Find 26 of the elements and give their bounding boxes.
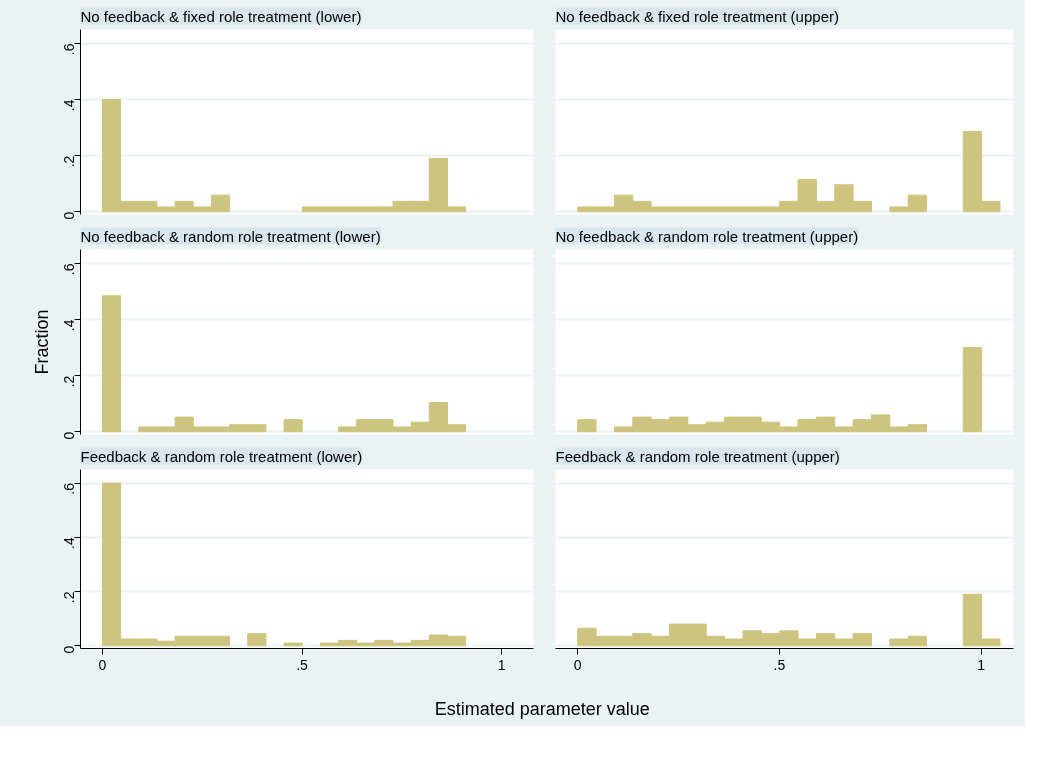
x-tick-label: 1 [497,656,506,673]
y-tick-label: 0 [61,211,78,220]
x-axis-title: Estimated parameter value [434,698,650,719]
x-tick-label: .5 [773,656,786,673]
chart-title: No feedback & random role treatment (lower) [80,227,381,245]
x-tick-label: 0 [573,656,582,673]
y-tick-label: .4 [61,537,78,549]
y-tick-label: 0 [61,431,78,440]
chart-title: No feedback & fixed role treatment (lower) [80,7,362,25]
y-tick-label: .2 [61,375,78,388]
y-axis-title: Fraction [31,309,52,375]
x-tick-label: .5 [296,656,309,673]
x-tick-label: 1 [977,656,986,673]
y-tick-label: .2 [61,155,78,168]
chart-title: No feedback & fixed role treatment (upper) [555,7,839,25]
y-tick-label: 0 [61,645,78,654]
y-tick-label: .4 [61,319,78,332]
y-tick-label: .6 [61,43,78,56]
x-tick-label: 0 [98,656,107,673]
chart-title: Feedback & random role treatment (upper) [555,447,840,465]
y-tick-label: .6 [61,482,78,495]
y-tick-label: .4 [61,99,78,112]
y-tick-label: .6 [61,263,78,276]
chart-title: No feedback & random role treatment (upper) [555,227,859,245]
y-tick-label: .2 [61,591,78,604]
chart-title: Feedback & random role treatment (lower) [80,447,363,465]
